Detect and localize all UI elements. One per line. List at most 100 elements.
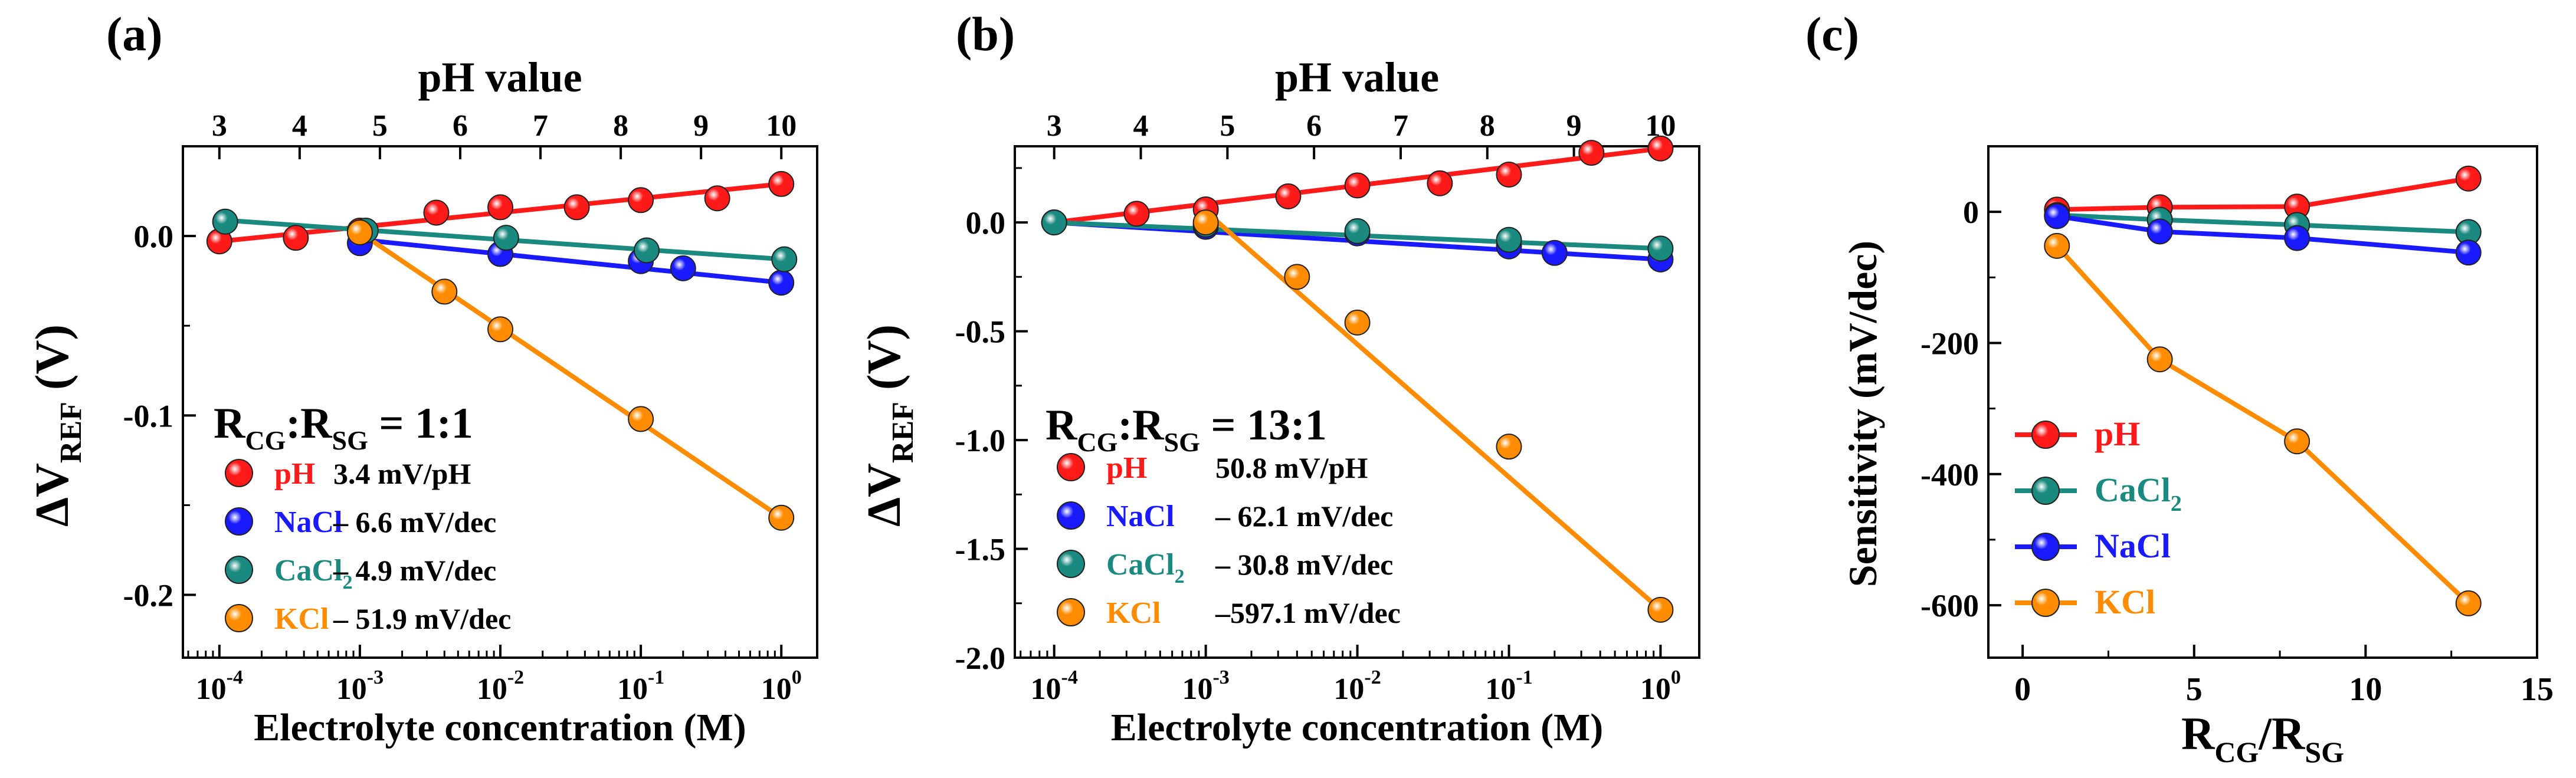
y-axis-title: ΔVREF (V) [858, 324, 920, 527]
point-pH [487, 194, 514, 221]
point-KCl [487, 316, 514, 343]
fit-line-KCl [358, 230, 783, 520]
legend-entry-CaCl2: CaCl2– 4.9 mV/dec [225, 554, 496, 593]
y-tick-label: -0.1 [123, 398, 173, 434]
legend-marker [1057, 598, 1085, 626]
point-NaCl [2284, 225, 2310, 251]
legend-name: CaCl2 [1106, 548, 1185, 587]
legend-name: CaCl2 [274, 554, 353, 593]
legend-name: NaCl [1106, 500, 1175, 533]
point-KCl [1496, 434, 1522, 460]
y-tick-label: -0.5 [955, 314, 1005, 350]
plot-frame [1987, 145, 2538, 659]
x-tick-label: 10-3 [1182, 667, 1229, 706]
panel-c: (c) 0 5 10 15 0 -200 -400 -600 Sensitivity (mV/de… [1805, 7, 2554, 769]
point-pH [628, 187, 654, 214]
point-KCl [346, 219, 373, 246]
x-tick-label: 10-4 [1031, 667, 1078, 706]
series-line-NaCl [2056, 214, 2469, 255]
point-pH [1647, 135, 1674, 162]
x-axis-title: Electrolyte concentration (M) [1111, 706, 1603, 749]
point-KCl [1344, 309, 1371, 336]
y-tick-label: 0.0 [134, 219, 174, 254]
legend-name: NaCl [2095, 527, 2171, 565]
point-pH [768, 170, 795, 197]
panel-a: (a) 10-4 10-3 10-2 10-1 100 0.0 -0.1 -0.2 3 4 5 6 7 8 9… [27, 7, 818, 749]
legend-sensitivity: –597.1 mV/dec [1215, 596, 1401, 629]
point-CaCl2 [633, 237, 660, 264]
legend-sensitivity: – 6.6 mV/dec [333, 505, 496, 539]
x-tick-label: 10-3 [336, 667, 384, 706]
point-KCl [2455, 590, 2482, 616]
y-axis-title: ΔVREF (V) [27, 324, 88, 527]
legend-entry-KCl: KCl [2015, 583, 2155, 621]
x-tick-label: 100 [761, 667, 802, 706]
point-KCl [768, 504, 795, 531]
point-pH [1275, 183, 1302, 209]
top-tick-label: 10 [766, 109, 797, 143]
y-tick-label: -1.0 [955, 423, 1005, 458]
y-tick-label: -1.5 [955, 532, 1005, 567]
y-tick-label: -600 [1920, 588, 1979, 623]
legend-sensitivity: – 4.9 mV/dec [333, 554, 496, 587]
x-tick-label: 10-4 [196, 667, 243, 706]
series-line-KCl [2055, 244, 2470, 605]
legend-entry-NaCl: NaCl [2015, 527, 2171, 565]
point-KCl [2146, 346, 2173, 373]
top-tick-label: 3 [212, 109, 227, 143]
top-tick-label: 7 [533, 109, 548, 143]
legend-sensitivity: 50.8 mV/pH [1215, 451, 1368, 484]
series-line-pH [2057, 176, 2469, 212]
top-tick-label: 6 [1306, 109, 1322, 143]
point-KCl [1284, 264, 1310, 290]
panel-label: (b) [956, 7, 1015, 61]
series-line-CaCl2 [2057, 212, 2469, 235]
point-KCl [1647, 596, 1674, 623]
x-tick-label: 0 [2014, 671, 2031, 708]
legend-name: KCl [1106, 596, 1161, 630]
legend-name: pH [1106, 451, 1147, 485]
panel-label: (a) [106, 7, 163, 61]
legend-entry-pH: pH 50.8 mV/pH [1057, 451, 1368, 485]
legend-name: CaCl2 [2095, 471, 2182, 516]
y-tick-label: 0 [1963, 195, 1979, 230]
top-tick-label: 5 [372, 109, 388, 143]
point-CaCl2 [1647, 235, 1674, 262]
point-CaCl2 [1496, 226, 1522, 253]
top-tick-label: 7 [1393, 109, 1408, 143]
x-tick-label: 10-1 [1485, 667, 1532, 706]
top-tick-label: 3 [1047, 109, 1062, 143]
point-NaCl [670, 255, 696, 281]
point-pH [1496, 161, 1522, 188]
legend-marker [225, 556, 253, 584]
legend-marker [2031, 533, 2060, 561]
x-tick-label: 10-2 [477, 667, 524, 706]
legend-name: pH [2095, 415, 2140, 453]
y-tick-label: 0.0 [966, 205, 1006, 241]
legend-marker [225, 604, 253, 632]
point-KCl [2044, 232, 2070, 259]
top-tick-label: 8 [1480, 109, 1495, 143]
legend-sensitivity: 3.4 mV/pH [333, 457, 471, 490]
point-KCl [431, 278, 458, 305]
top-axis-title: pH value [1275, 54, 1439, 101]
point-pH [2455, 165, 2482, 192]
x-tick-label: 10-2 [1333, 667, 1381, 706]
point-CaCl2 [1344, 218, 1371, 244]
point-pH [1427, 170, 1453, 196]
panel-label: (c) [1805, 7, 1859, 61]
point-NaCl [2044, 203, 2070, 229]
legend-entry-CaCl2: CaCl2 [2015, 471, 2182, 516]
y-tick-label: -2.0 [955, 641, 1005, 676]
legend-entry-pH: pH 3.4 mV/pH [225, 457, 471, 491]
point-NaCl [2455, 239, 2482, 266]
legend-entry-CaCl2: CaCl2 – 30.8 mV/dec [1057, 548, 1393, 587]
point-pH [1123, 201, 1150, 227]
point-pH [423, 199, 450, 226]
point-CaCl2 [1041, 209, 1067, 236]
point-pH [1344, 172, 1371, 199]
top-tick-label: 5 [1220, 109, 1235, 143]
legend-entry-pH: pH [2015, 415, 2140, 453]
ratio-label: RCG:RSG = 13:1 [1046, 401, 1327, 457]
